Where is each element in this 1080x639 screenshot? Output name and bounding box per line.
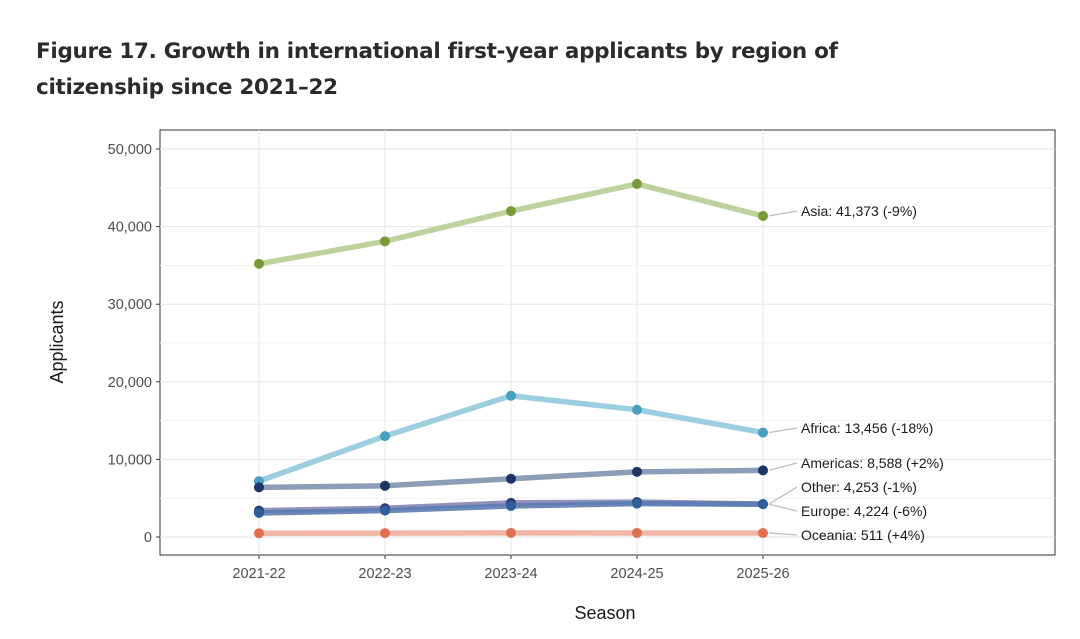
data-point-americas xyxy=(758,465,768,476)
data-point-europe xyxy=(254,507,264,518)
data-point-americas xyxy=(254,482,264,493)
x-tick-label: 2022-23 xyxy=(358,566,411,582)
x-tick-label: 2024-25 xyxy=(610,566,663,582)
chart-title: Figure 17. Growth in international first… xyxy=(36,39,838,100)
data-point-asia xyxy=(758,210,768,221)
data-point-europe xyxy=(506,500,516,511)
x-axis-title: Season xyxy=(574,603,635,623)
series-label-africa: Africa: 13,456 (-18%) xyxy=(801,420,933,436)
label-leader-line xyxy=(768,503,798,512)
data-point-oceania xyxy=(758,528,768,539)
label-leader-line xyxy=(768,427,798,434)
data-point-europe xyxy=(632,498,642,509)
data-point-americas xyxy=(632,466,642,477)
x-tick-label: 2025-26 xyxy=(736,566,789,582)
label-leader-line xyxy=(768,532,798,536)
series-label-americas: Americas: 8,588 (+2%) xyxy=(801,455,944,471)
y-tick-label: 50,000 xyxy=(108,142,152,158)
data-point-americas xyxy=(380,480,390,491)
data-point-asia xyxy=(506,206,516,217)
series-label-europe: Europe: 4,224 (-6%) xyxy=(801,503,927,519)
series-label-asia: Asia: 41,373 (-9%) xyxy=(801,203,917,219)
data-point-oceania xyxy=(632,527,642,538)
data-point-oceania xyxy=(254,528,264,539)
series-label-oceania: Oceania: 511 (+4%) xyxy=(801,527,925,543)
data-point-asia xyxy=(632,178,642,189)
data-point-africa xyxy=(758,427,768,438)
data-point-europe xyxy=(758,499,768,510)
x-tick-label: 2021-22 xyxy=(232,566,285,582)
data-point-africa xyxy=(380,431,390,442)
y-tick-label: 0 xyxy=(144,530,152,546)
label-leader-line xyxy=(768,486,798,505)
data-point-asia xyxy=(380,236,390,247)
data-point-oceania xyxy=(506,527,516,538)
data-point-europe xyxy=(380,505,390,516)
data-point-asia xyxy=(254,258,264,269)
series-label-other: Other: 4,253 (-1%) xyxy=(801,479,917,495)
y-tick-label: 20,000 xyxy=(108,375,152,391)
label-leader-line xyxy=(768,462,798,471)
data-point-africa xyxy=(632,404,642,415)
label-leader-line xyxy=(768,210,798,217)
data-point-africa xyxy=(506,390,516,401)
x-tick-label: 2023-24 xyxy=(484,566,537,582)
y-tick-label: 30,000 xyxy=(108,297,152,313)
data-point-americas xyxy=(506,473,516,484)
y-axis-title: Applicants xyxy=(47,300,67,383)
y-tick-label: 40,000 xyxy=(108,220,152,236)
data-point-oceania xyxy=(380,528,390,539)
y-tick-label: 10,000 xyxy=(108,452,152,468)
